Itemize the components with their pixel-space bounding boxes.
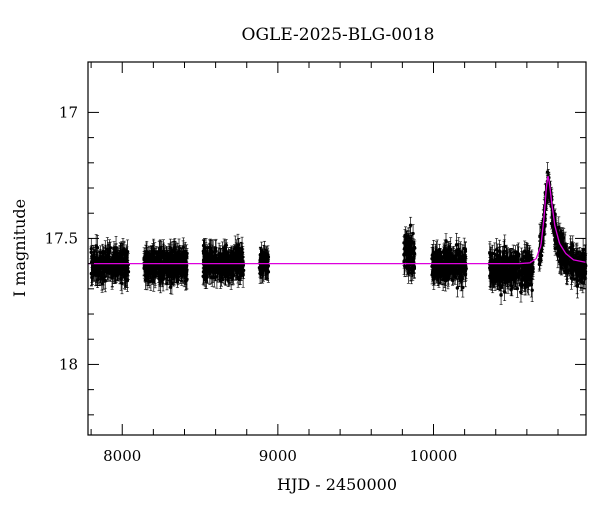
data-point	[113, 256, 118, 277]
data-point	[101, 266, 106, 290]
data-point	[100, 243, 105, 260]
x-tick-label: 10000	[410, 447, 458, 465]
data-point	[90, 250, 94, 274]
data-point	[108, 250, 112, 273]
y-tick-label: 17.5	[45, 229, 78, 247]
data-points	[89, 162, 588, 305]
data-point	[122, 265, 127, 289]
data-point	[120, 272, 124, 295]
x-tick-label: 8000	[103, 447, 141, 465]
data-point	[120, 252, 124, 271]
data-point	[116, 246, 120, 271]
chart-title: OGLE-2025-BLG-0018	[242, 25, 435, 45]
y-axis-label: I magnitude	[10, 199, 29, 297]
data-point	[108, 241, 113, 255]
data-point	[103, 269, 107, 293]
data-point	[408, 216, 413, 234]
y-tick-label: 18	[59, 355, 78, 373]
x-axis-label: HJD - 2450000	[277, 475, 397, 494]
y-tick-label: 17	[59, 103, 78, 121]
data-point	[123, 251, 127, 269]
data-point	[110, 265, 114, 287]
x-tick-label: 9000	[259, 447, 297, 465]
